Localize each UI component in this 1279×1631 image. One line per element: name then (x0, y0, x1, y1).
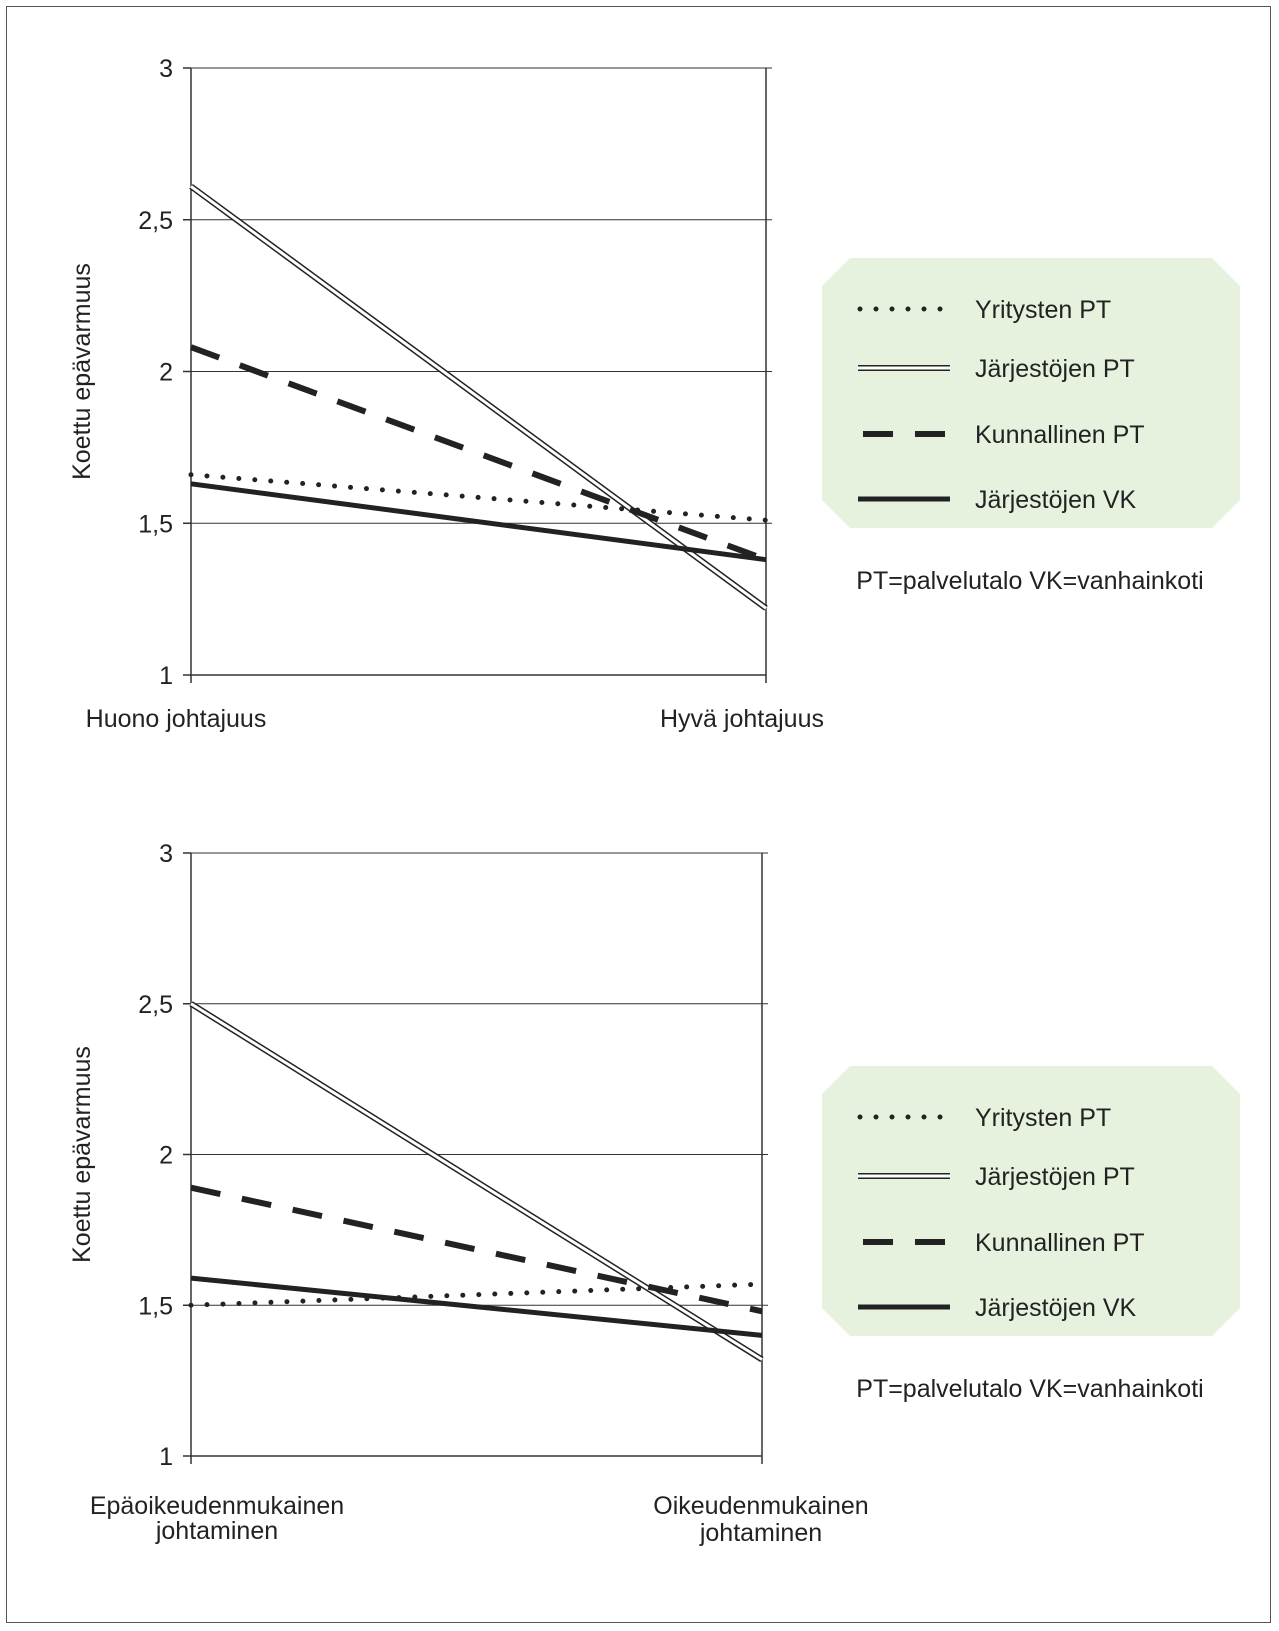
legend-label: Kunnallinen PT (975, 1229, 1145, 1257)
y-tick-label: 2,5 (138, 207, 173, 235)
y-tick-label: 1,5 (138, 1292, 173, 1320)
series-line-4 (190, 481, 767, 563)
y-tick-label: 3 (159, 55, 173, 83)
chart-1: 1 1,5 2 2,5 3 Koettu epävarmuus Huono johtajuu… (68, 55, 1240, 733)
y-tick-label: 2 (159, 1142, 173, 1170)
series-line-1 (188, 1281, 765, 1308)
series-line-3 (189, 344, 768, 563)
chart-2: 1 1,5 2 2,5 3 Koettu epävarmuus Epäoikeudenmuk… (68, 840, 1240, 1547)
series-line-3 (190, 1184, 763, 1315)
legend-label: Järjestöjen PT (975, 1163, 1135, 1191)
legend-note: PT=palvelutalo VK=vanhainkoti (856, 1375, 1203, 1403)
legend-box (822, 258, 1240, 528)
y-tick-label: 2,5 (138, 991, 173, 1019)
y-tick-label: 1,5 (138, 510, 173, 538)
y-axis-label: Koettu epävarmuus (68, 1046, 96, 1263)
category-label: Epäoikeudenmukainen johtaminen (90, 1492, 344, 1545)
y-axis-label: Koettu epävarmuus (68, 263, 96, 480)
legend-box (822, 1066, 1240, 1336)
legend-label: Järjestöjen VK (975, 1294, 1137, 1322)
series-line-1 (188, 472, 769, 523)
legend-label: Kunnallinen PT (975, 421, 1145, 449)
legend-label: Järjestöjen VK (975, 486, 1137, 514)
series-line-2-inner (190, 185, 767, 610)
category-label: Oikeudenmukainen johtaminen (653, 1492, 868, 1547)
legend-note: PT=palvelutalo VK=vanhainkoti (856, 567, 1203, 595)
legend-label: Yritysten PT (975, 1104, 1111, 1132)
series-line-4 (190, 1275, 763, 1338)
y-tick-label: 3 (159, 840, 173, 868)
y-tick-label: 1 (159, 662, 173, 690)
figure-frame (6, 6, 1271, 1623)
legend-label: Järjestöjen PT (975, 355, 1135, 383)
y-tick-label: 2 (159, 359, 173, 387)
category-label: Hyvä johtajuus (660, 705, 824, 733)
category-label: Huono johtajuus (86, 705, 267, 733)
y-tick-label: 1 (159, 1443, 173, 1471)
legend-label: Yritysten PT (975, 296, 1111, 324)
series-line-2-inner (190, 1002, 763, 1361)
